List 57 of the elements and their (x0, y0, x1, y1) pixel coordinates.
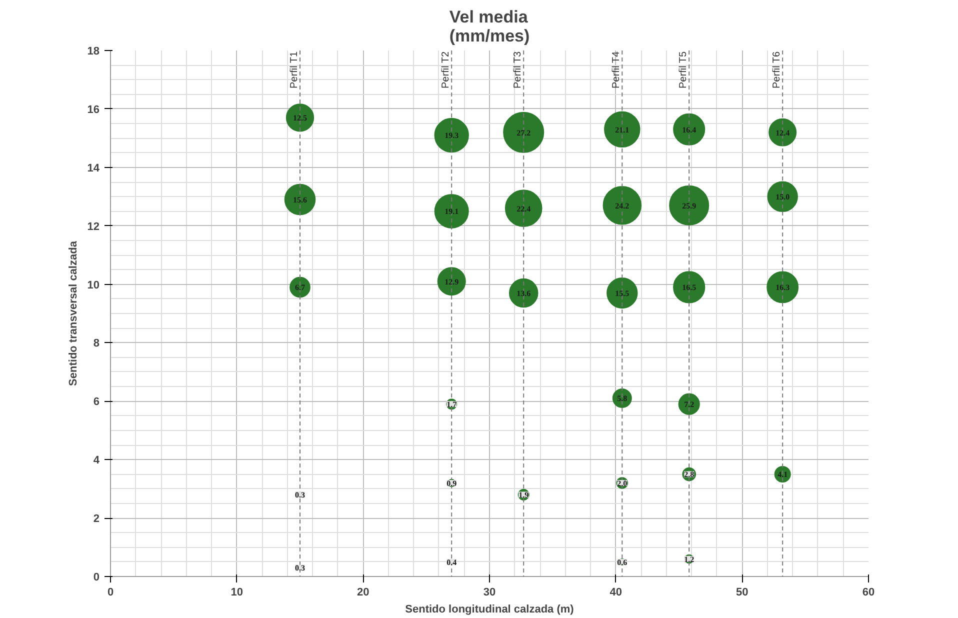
y-tick-label: 8 (93, 338, 100, 350)
data-label: 27.2 (516, 128, 531, 138)
ref-line-label: Perfil T2 (440, 51, 452, 88)
data-label: 0.9 (446, 478, 457, 488)
x-tick-label: 60 (862, 586, 875, 598)
data-label: 0.3 (295, 564, 305, 573)
data-label: 13.6 (516, 289, 531, 298)
x-tick-label: 40 (610, 586, 622, 598)
chart-title: Vel media (mm/mes) (449, 8, 530, 46)
data-label: 1.2 (684, 554, 694, 564)
ref-line-label: Perfil T1 (289, 51, 300, 88)
y-tick-label: 0 (93, 572, 100, 584)
data-label: 6.7 (295, 283, 305, 292)
y-tick-label: 4 (93, 454, 100, 467)
y-tick-label: 6 (93, 396, 100, 408)
data-label: 4.1 (778, 470, 788, 480)
data-label: 7.2 (684, 400, 694, 410)
x-tick-label: 20 (357, 586, 370, 598)
data-label: 0.4 (446, 558, 457, 567)
data-label: 12.9 (444, 277, 459, 286)
data-label: 15.6 (293, 196, 307, 205)
data-label: 21.1 (615, 125, 630, 134)
data-label: 0.3 (295, 490, 305, 500)
x-tick-label: 50 (736, 586, 748, 598)
y-tick-label: 10 (87, 279, 100, 292)
data-label: 0.6 (617, 558, 628, 567)
y-tick-label: 14 (87, 162, 100, 174)
data-label: 16.5 (682, 283, 696, 292)
data-label: 12.5 (293, 114, 307, 123)
x-tick-label: 10 (230, 586, 243, 598)
y-tick-label: 16 (87, 104, 100, 116)
data-label: 15.5 (615, 289, 630, 298)
y-tick-label: 12 (87, 220, 100, 233)
data-label: 16.3 (776, 283, 790, 292)
data-label: 2.0 (617, 478, 628, 488)
data-label: 15.0 (776, 192, 790, 202)
data-label: 16.4 (682, 125, 696, 134)
x-tick-label: 30 (483, 586, 496, 598)
data-label: 22.4 (516, 204, 531, 214)
data-label: 1.7 (446, 400, 457, 410)
data-label: 19.3 (444, 131, 459, 140)
y-tick-label: 2 (93, 513, 100, 526)
data-label: 12.4 (776, 128, 790, 138)
ref-line-label: Perfil T3 (512, 51, 524, 88)
ref-line-label: Perfil T6 (772, 51, 783, 88)
x-tick-label: 0 (107, 586, 114, 598)
y-axis-title: Sentido transversal calzada (67, 240, 80, 386)
ref-line-label: Perfil T4 (611, 51, 622, 88)
data-label: 25.9 (682, 201, 696, 210)
data-label: 5.8 (617, 394, 628, 404)
y-tick-label: 18 (87, 46, 100, 58)
ref-line-label: Perfil T5 (678, 51, 690, 88)
data-label: 1.9 (518, 490, 529, 500)
data-label: 2.8 (684, 470, 694, 480)
data-label: 24.2 (615, 201, 630, 210)
data-label: 19.1 (444, 207, 459, 216)
x-axis-title: Sentido longitudinal calzada (m) (405, 604, 574, 616)
